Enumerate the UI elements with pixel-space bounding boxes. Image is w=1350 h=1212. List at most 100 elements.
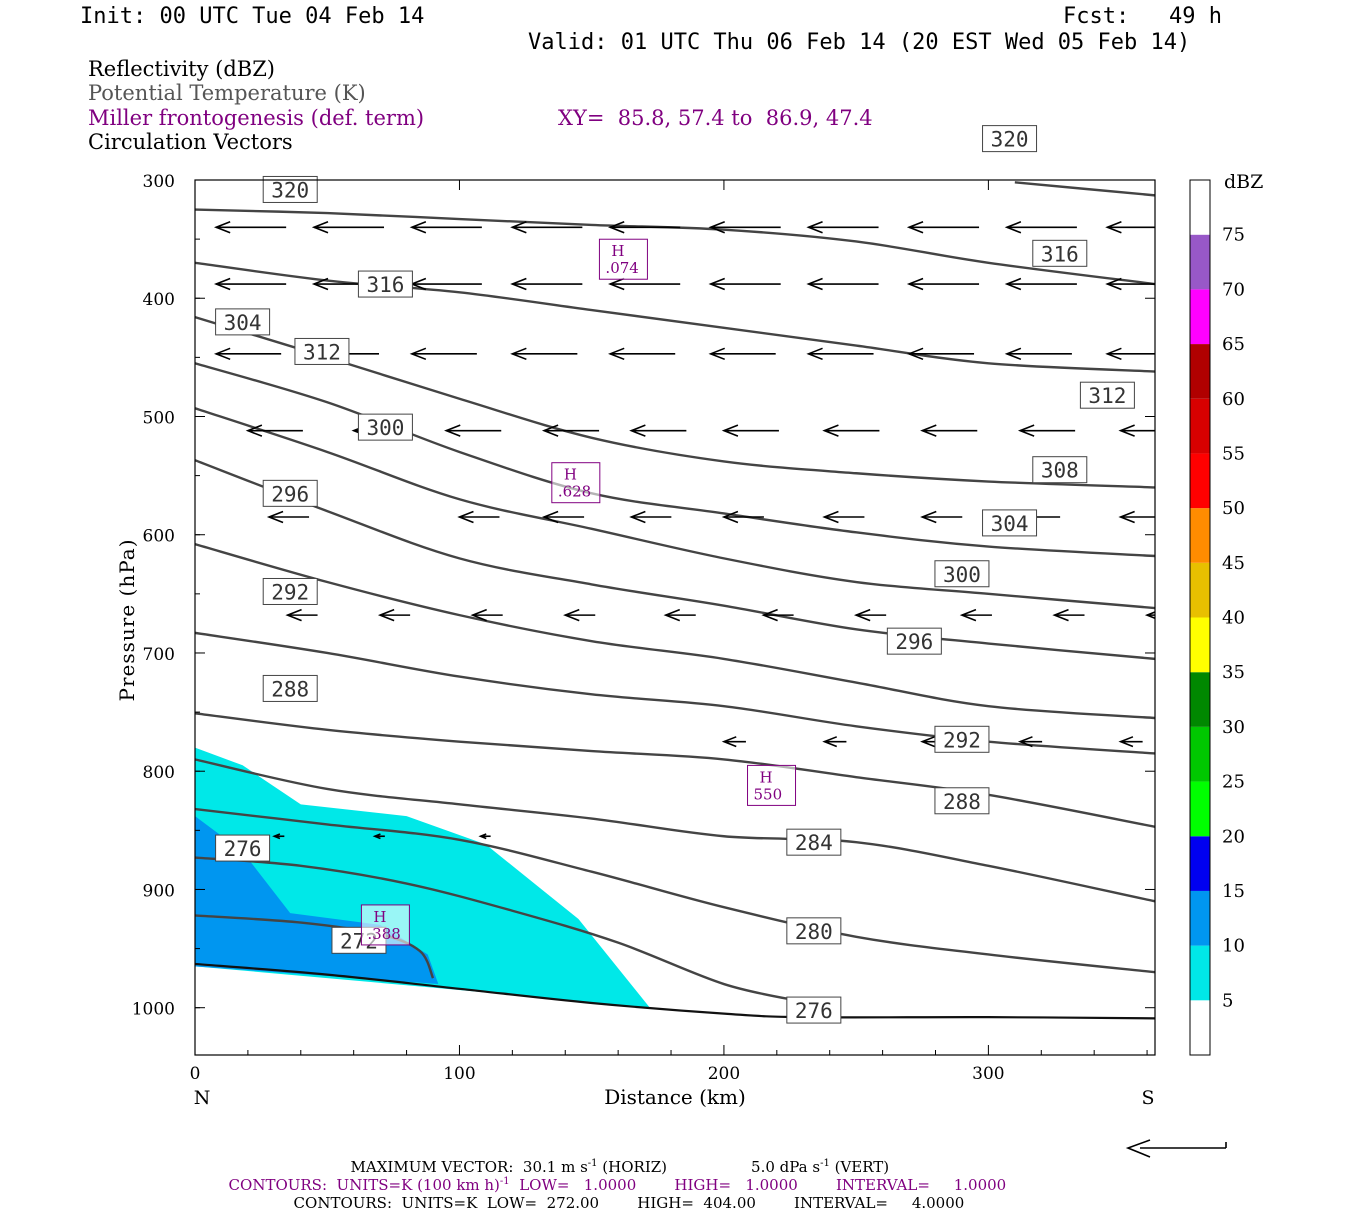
colorbar-segment — [1190, 289, 1210, 345]
colorbar-label: 10 — [1222, 936, 1245, 957]
theta-label: 288 — [271, 677, 309, 701]
init-time: Init: 00 UTC Tue 04 Feb 14 — [80, 4, 425, 29]
forecast-hour: Fcst: 49 h — [1063, 4, 1222, 29]
cross-section-endpoints: XY= 85.8, 57.4 to 86.9, 47.4 — [558, 106, 873, 130]
vector-arrowhead — [470, 608, 487, 622]
theta-label: 296 — [895, 630, 933, 654]
theta-label-box — [934, 787, 990, 815]
theta-label: 316 — [1041, 242, 1079, 266]
vector-arrowhead — [1052, 608, 1069, 622]
vector-arrowhead — [853, 608, 871, 622]
colorbar-segment — [1190, 1000, 1210, 1055]
vector-arrowhead — [285, 608, 302, 622]
frontogenesis-max-letter: H — [373, 908, 386, 926]
colorbar-label: 40 — [1222, 608, 1245, 629]
vector-arrowhead — [541, 510, 559, 524]
theta-label-box — [982, 509, 1038, 537]
colorbar-segment — [1190, 726, 1210, 782]
vector-arrowhead — [906, 221, 924, 234]
theta-label: 300 — [943, 563, 981, 587]
theta-label-box — [1032, 456, 1088, 484]
colorbar-label: 50 — [1222, 498, 1245, 519]
y-tick-label: 800 — [143, 763, 175, 783]
frontogenesis-max-value: .074 — [605, 259, 638, 277]
vector-arrowhead — [311, 221, 329, 234]
theta-label: 308 — [1041, 459, 1079, 483]
frontogenesis-max-box — [360, 904, 410, 946]
vector-arrowhead — [409, 347, 427, 361]
theta-label-box — [262, 577, 318, 605]
frontogenesis-max-letter: H — [564, 466, 577, 484]
theta-316-contour — [195, 261, 1155, 373]
frontogenesis-max-box — [551, 462, 601, 504]
y-tick-label: 700 — [143, 645, 175, 665]
frontogenesis-max-value: .628 — [558, 483, 591, 501]
valid-time: Valid: 01 UTC Thu 06 Feb 14 (20 EST Wed … — [528, 30, 1191, 55]
theta-324-contour — [1014, 181, 1155, 197]
theta-label: 292 — [943, 728, 981, 752]
theta-label: 292 — [271, 580, 309, 604]
colorbar-segment — [1190, 617, 1210, 673]
y-tick-label: 400 — [143, 290, 175, 310]
colorbar-segment — [1190, 672, 1210, 727]
vector-arrowhead — [1017, 424, 1035, 437]
reference-vector — [1125, 1139, 1227, 1158]
vector-arrowhead — [213, 347, 231, 361]
vector-arrowhead — [1118, 736, 1134, 748]
theta-label-box — [934, 725, 990, 753]
y-axis-label: Pressure (hPa) — [115, 539, 139, 702]
x-tick-label: 200 — [708, 1064, 740, 1084]
colorbar-segment — [1190, 453, 1210, 509]
colorbar-segment — [1190, 344, 1210, 399]
theta-label-box — [1032, 239, 1088, 267]
vector-arrowhead — [708, 277, 725, 291]
theta-320-contour — [195, 208, 1155, 286]
colorbar-label: 45 — [1222, 553, 1245, 574]
theta-label-box — [982, 125, 1038, 153]
colorbar-unit: dBZ — [1224, 171, 1263, 193]
vector-arrowhead — [920, 424, 937, 437]
field-potential-temperature: Potential Temperature (K) — [88, 81, 366, 105]
vector-arrowhead — [457, 510, 474, 524]
vector-arrowhead — [608, 277, 625, 291]
colorbar-segment — [1190, 781, 1210, 837]
colorbar-label: 20 — [1222, 826, 1245, 847]
north-marker: N — [194, 1087, 211, 1109]
vector-arrowhead — [245, 424, 263, 437]
theta-label-box — [262, 674, 318, 702]
vector-arrowhead — [372, 833, 381, 840]
vector-arrowhead — [629, 510, 646, 524]
colorbar-segment — [1190, 836, 1210, 891]
theta-label-box — [357, 413, 413, 441]
colorbar-label: 60 — [1222, 389, 1245, 410]
theta-292-contour — [195, 631, 1155, 755]
theta-308-contour — [195, 362, 1155, 558]
colorbar-segment — [1190, 562, 1210, 618]
theta-label: 312 — [1088, 384, 1126, 408]
vector-arrowhead — [1004, 221, 1022, 234]
vector-arrowhead — [721, 424, 739, 437]
vector-arrowhead — [541, 424, 559, 437]
theta-300-contour — [195, 459, 1155, 661]
vector-arrowhead — [266, 510, 284, 524]
theta-label-box — [357, 270, 413, 298]
ground-theta-276-contour — [195, 962, 1155, 1020]
theta-label: 300 — [366, 416, 404, 440]
vector-arrowhead — [311, 277, 329, 291]
vector-arrowhead — [1118, 424, 1135, 437]
colorbar-frame — [1189, 179, 1211, 1056]
theta-label-box — [215, 308, 271, 336]
colorbar-label: 70 — [1222, 279, 1245, 300]
vector-arrowhead — [213, 277, 231, 291]
theta-label-box — [934, 560, 990, 588]
vector-arrowhead — [478, 833, 487, 840]
theta-label-box — [786, 996, 842, 1024]
vector-arrowhead — [920, 736, 935, 748]
vector-arrowhead — [1004, 347, 1022, 361]
plot-frame — [194, 179, 1156, 1056]
vector-arrowhead — [1105, 347, 1122, 361]
vector-arrowhead — [959, 608, 977, 622]
y-tick-label: 600 — [143, 527, 175, 547]
x-tick-label: 100 — [443, 1064, 475, 1084]
